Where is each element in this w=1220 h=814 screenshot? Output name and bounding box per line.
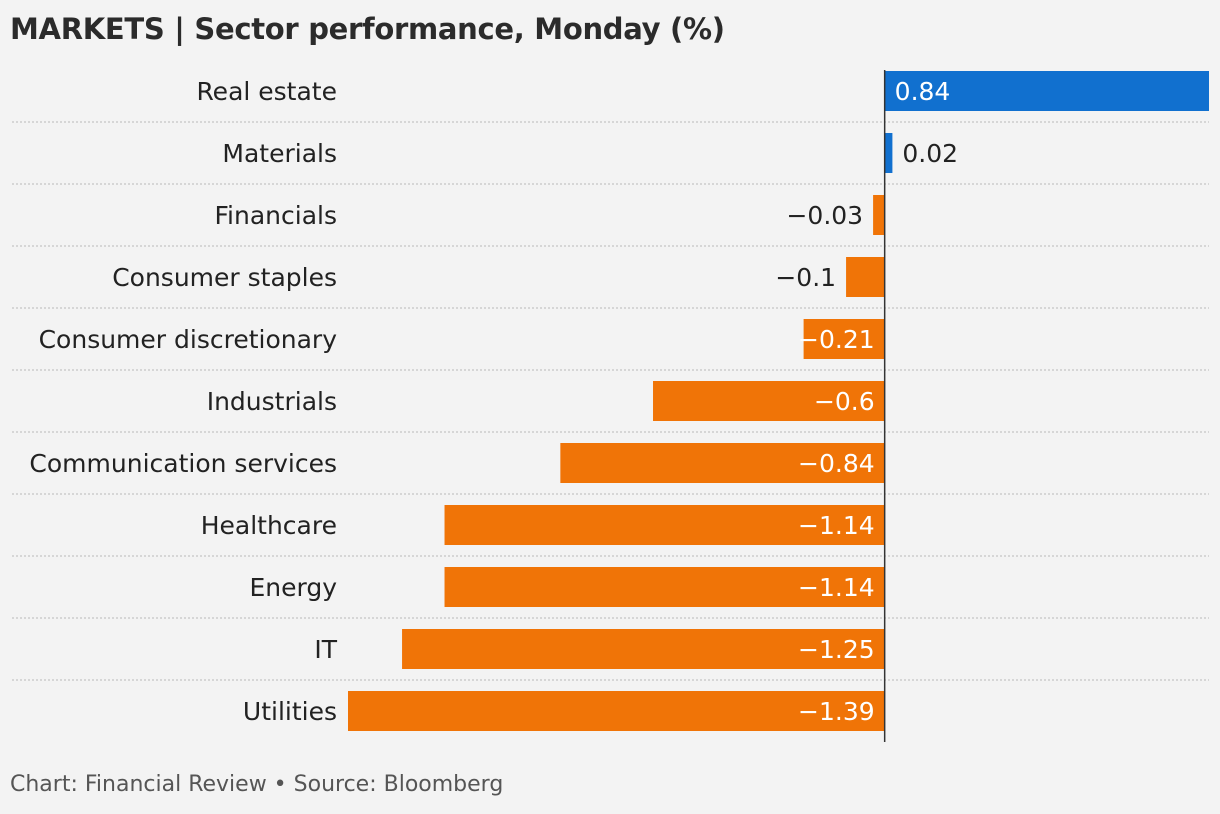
category-label: Energy: [249, 573, 337, 602]
value-label: −1.14: [798, 511, 875, 540]
value-label: −1.14: [798, 573, 875, 602]
bar: [444, 505, 885, 545]
value-label: 0.84: [895, 77, 951, 106]
category-label: Financials: [215, 201, 338, 230]
bar: [444, 567, 885, 607]
category-label: Real estate: [196, 77, 337, 106]
chart-title: MARKETS | Sector performance, Monday (%): [10, 12, 725, 46]
bar: [884, 133, 893, 173]
value-label: −0.03: [786, 201, 863, 230]
category-label: Consumer staples: [112, 263, 337, 292]
category-label: IT: [314, 635, 337, 664]
value-label: −0.1: [775, 263, 836, 292]
chart-source: Chart: Financial Review • Source: Bloomb…: [10, 772, 504, 797]
bar: [348, 691, 885, 731]
category-label: Healthcare: [201, 511, 337, 540]
category-label: Materials: [222, 139, 337, 168]
value-label: −0.6: [814, 387, 875, 416]
bar: [873, 195, 885, 235]
category-label: Industrials: [207, 387, 337, 416]
value-label: −1.25: [798, 635, 875, 664]
bar: [402, 629, 885, 669]
bar: [653, 381, 885, 421]
value-label: −0.21: [798, 325, 875, 354]
bar: [846, 257, 885, 297]
bar: [884, 71, 1209, 111]
bar-chart: Real estate 0.84 Materials 0.02 Financials −0…: [12, 70, 1209, 742]
value-label: −1.39: [798, 697, 875, 726]
bar: [803, 319, 885, 359]
category-label: Consumer discretionary: [39, 325, 338, 354]
category-label: Utilities: [243, 697, 337, 726]
category-label: Communication services: [29, 449, 337, 478]
value-label: 0.02: [902, 139, 958, 168]
bar: [560, 443, 885, 483]
value-label: −0.84: [798, 449, 875, 478]
